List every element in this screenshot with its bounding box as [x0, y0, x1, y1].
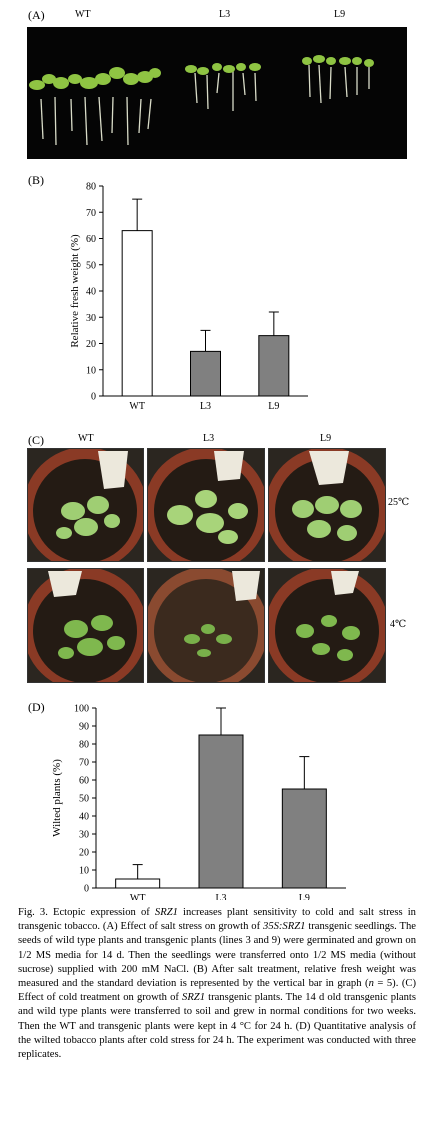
- pot-l3-25c: [147, 448, 265, 562]
- plant-illustration: [269, 569, 385, 682]
- pot-l3-4c: [147, 568, 265, 683]
- panel-c-col-l3: L3: [203, 433, 215, 444]
- y-tick-label: 10: [79, 866, 89, 877]
- bar-l3: [190, 350, 221, 397]
- pot-wt-4c: [27, 568, 144, 683]
- x-tick-label: WT: [129, 401, 145, 412]
- pot-l9-4c: [268, 568, 386, 683]
- y-tick-label: 80: [86, 182, 96, 193]
- y-tick-label: 60: [79, 776, 89, 787]
- plant-illustration: [28, 449, 143, 561]
- x-tick-label: L9: [299, 893, 310, 900]
- y-tick-label: 40: [86, 287, 96, 298]
- x-tick-label: WT: [130, 893, 146, 900]
- y-tick-label: 0: [91, 392, 96, 403]
- plant-illustration: [269, 449, 385, 561]
- y-tick-label: 60: [86, 234, 96, 245]
- y-tick-label: 80: [79, 740, 89, 751]
- plant-illustration: [148, 569, 264, 682]
- y-tick-label: 30: [79, 830, 89, 841]
- y-tick-label: 70: [79, 758, 89, 769]
- x-tick-label: L9: [268, 401, 279, 412]
- y-tick-label: 30: [86, 313, 96, 324]
- salt-seedlings-photo: [27, 27, 407, 159]
- row-label-4c: 4℃: [390, 619, 407, 630]
- bar-l9: [258, 335, 290, 397]
- panel-a-col-l3: L3: [219, 9, 231, 20]
- bar-wt: [121, 230, 153, 397]
- plant-illustration: [28, 569, 143, 682]
- panel-b-label: (B): [28, 173, 44, 187]
- y-tick-label: 20: [86, 339, 96, 350]
- bar-l9: [281, 788, 327, 889]
- x-tick-label: L3: [200, 401, 211, 412]
- figure-caption: Fig. 3. Ectopic expression of SRZ1 incre…: [18, 907, 417, 1061]
- y-axis-label: Wilted plants (%): [51, 759, 63, 837]
- x-tick-label: L3: [215, 893, 226, 900]
- chart-d-wilted-plants: 0 10 20 30 40 50 60 70 80 90 100 Wilted plants (%) W…: [51, 704, 346, 900]
- y-tick-label: 90: [79, 722, 89, 733]
- panel-a-col-wt: WT: [75, 9, 91, 20]
- panel-a-col-l9: L9: [334, 9, 346, 20]
- y-tick-label: 20: [79, 848, 89, 859]
- pot-wt-25c: [27, 448, 144, 562]
- panel-c-label: (C): [28, 433, 44, 447]
- y-tick-label: 0: [84, 884, 89, 895]
- panel-a-label: (A): [28, 8, 45, 22]
- bar-l3: [198, 734, 244, 889]
- chart-b-relative-fresh-weight: 0 10 20 30 40 50 60 70 80 Relative fresh weight (…: [69, 182, 308, 412]
- panel-d-label: (D): [28, 700, 45, 714]
- pot-l9-25c: [268, 448, 386, 562]
- bar-wt: [115, 878, 161, 889]
- row-label-25c: 25℃: [388, 497, 410, 508]
- y-tick-label: 50: [79, 794, 89, 805]
- y-tick-label: 40: [79, 812, 89, 823]
- y-tick-label: 50: [86, 260, 96, 271]
- panel-c-col-wt: WT: [78, 433, 94, 444]
- seedlings-illustration: [29, 55, 374, 146]
- panel-c-col-l9: L9: [320, 433, 332, 444]
- y-tick-label: 100: [74, 704, 89, 715]
- y-tick-label: 70: [86, 208, 96, 219]
- plant-illustration: [148, 449, 264, 561]
- y-tick-label: 10: [86, 365, 96, 376]
- y-axis-label: Relative fresh weight (%): [69, 234, 81, 348]
